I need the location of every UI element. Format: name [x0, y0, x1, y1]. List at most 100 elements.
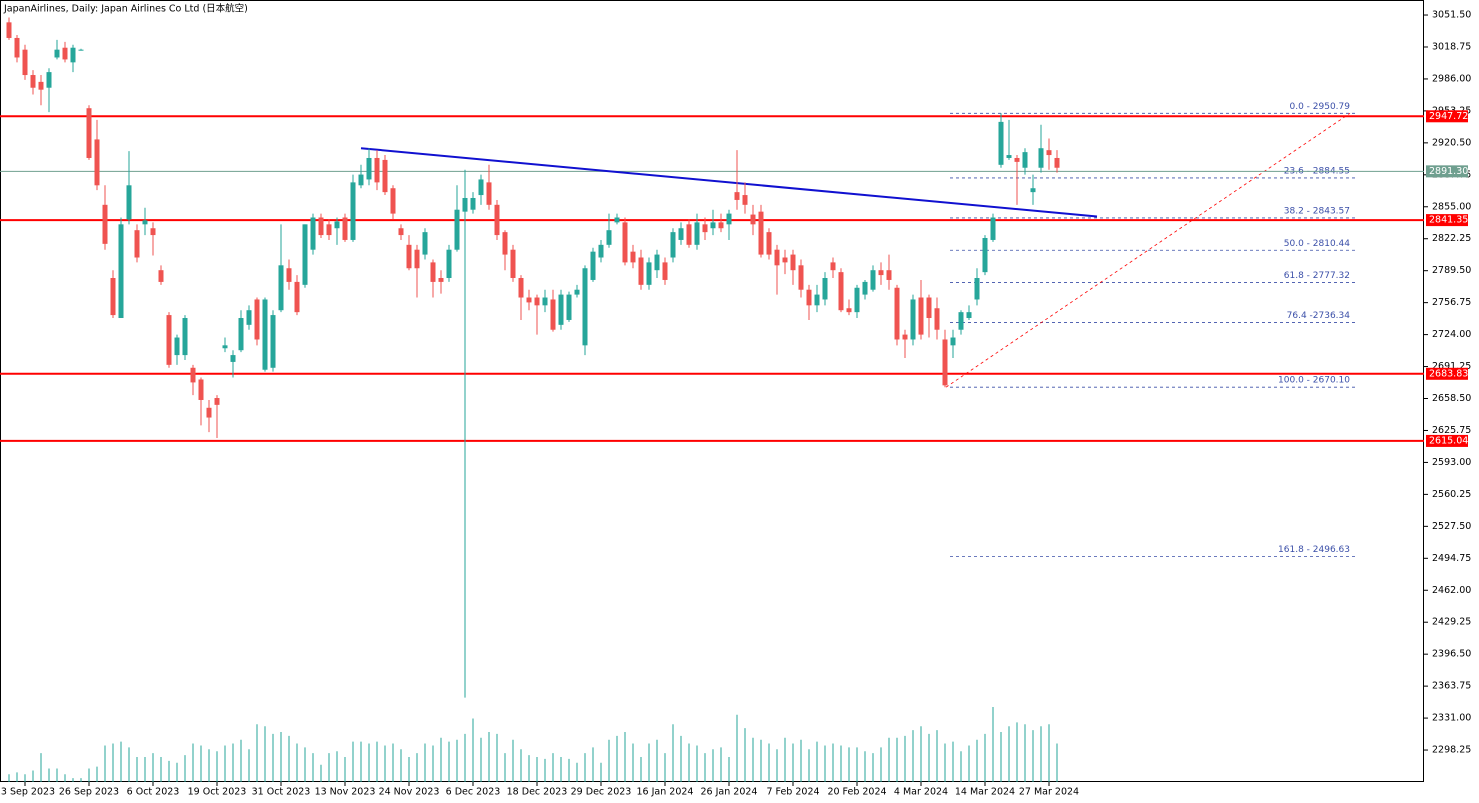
- candle-body: [982, 237, 988, 273]
- fib-label: 38.2 - 2843.57: [1284, 206, 1350, 216]
- y-tick-label: 2363.75: [1432, 681, 1471, 692]
- candle-body: [358, 174, 364, 186]
- x-tick-label: 4 Mar 2024: [894, 787, 948, 798]
- candle-body: [54, 49, 60, 58]
- x-tick-label: 13 Sep 2023: [0, 787, 55, 798]
- candle-body: [374, 157, 380, 183]
- candle-body: [750, 214, 756, 225]
- x-tick-label: 19 Oct 2023: [188, 787, 247, 798]
- candle-body: [654, 254, 660, 271]
- level-box: [1426, 214, 1468, 227]
- candle-body: [718, 222, 724, 229]
- candle-body: [86, 108, 92, 158]
- candle-body: [390, 188, 396, 214]
- candle-body: [182, 318, 188, 356]
- candle-body: [102, 204, 108, 244]
- candle-body: [526, 297, 532, 303]
- candle-body: [438, 278, 444, 282]
- x-tick-label: 24 Nov 2023: [379, 787, 440, 798]
- y-tick-label: 2789.50: [1432, 265, 1471, 276]
- y-tick-label: 2298.25: [1432, 745, 1471, 756]
- candle-body: [902, 334, 908, 340]
- fib-label: 161.8 - 2496.63: [1278, 545, 1350, 555]
- y-tick-label: 2396.50: [1432, 649, 1471, 660]
- x-tick-label: 7 Feb 2024: [766, 787, 819, 798]
- candle-body: [694, 222, 700, 245]
- y-tick-label: 2691.25: [1432, 361, 1471, 372]
- candle-body: [574, 289, 580, 295]
- x-tick-label: 27 Mar 2024: [1019, 787, 1079, 798]
- candle-body: [606, 230, 612, 245]
- level-label: 2841.35: [1429, 215, 1468, 226]
- candle-body: [510, 249, 516, 279]
- fib-label: 100.0 - 2670.10: [1278, 376, 1350, 386]
- y-tick-label: 2494.75: [1432, 553, 1471, 564]
- candle-body: [678, 228, 684, 240]
- level-label: 2891.30: [1429, 166, 1468, 177]
- candle-body: [726, 213, 732, 225]
- candle-body: [422, 232, 428, 255]
- candle-body: [934, 308, 940, 330]
- candle-body: [582, 268, 588, 346]
- candle-body: [990, 217, 996, 240]
- y-tick-label: 2462.00: [1432, 585, 1471, 596]
- y-tick-label: 2756.75: [1432, 297, 1471, 308]
- level-box: [1426, 165, 1468, 178]
- candle-body: [38, 81, 44, 90]
- candle-body: [766, 232, 772, 255]
- candle-body: [886, 270, 892, 280]
- candle-body: [46, 72, 52, 88]
- candle-body: [1022, 152, 1028, 168]
- candle-body: [302, 224, 308, 285]
- candle-body: [342, 217, 348, 240]
- candle-body: [230, 355, 236, 362]
- candle-body: [294, 281, 300, 313]
- candle-body: [550, 299, 556, 330]
- candle-body: [998, 121, 1004, 165]
- candle-body: [974, 278, 980, 300]
- candle-body: [542, 297, 548, 306]
- candle-body: [22, 49, 28, 76]
- candle-body: [1014, 157, 1020, 162]
- x-tick-label: 18 Dec 2023: [507, 787, 568, 798]
- candle-body: [254, 299, 260, 340]
- candle-body: [894, 287, 900, 340]
- candle-body: [662, 262, 668, 280]
- candle-body: [790, 254, 796, 271]
- candle-body: [318, 217, 324, 236]
- candle-body: [870, 270, 876, 290]
- candle-body: [774, 249, 780, 266]
- candle-body: [246, 310, 252, 325]
- y-tick-label: 2625.75: [1432, 425, 1471, 436]
- x-tick-label: 14 Mar 2024: [955, 787, 1015, 798]
- candle-body: [142, 220, 148, 225]
- candle-body: [150, 228, 156, 236]
- candle-body: [534, 297, 540, 306]
- candle-body: [190, 367, 196, 383]
- candle-body: [198, 379, 204, 400]
- candle-body: [598, 244, 604, 258]
- candle-body: [126, 185, 132, 220]
- candle-body: [278, 265, 284, 311]
- x-tick-label: 6 Oct 2023: [127, 787, 180, 798]
- candle-body: [486, 182, 492, 205]
- candle-body: [6, 22, 12, 38]
- x-tick-label: 20 Feb 2024: [827, 787, 886, 798]
- candle-body: [326, 224, 332, 236]
- candle-body: [110, 278, 116, 316]
- level-label: 2947.72: [1429, 111, 1468, 122]
- candle-body: [518, 278, 524, 298]
- candle-body: [406, 244, 412, 269]
- candle-body: [734, 192, 740, 200]
- candle-body: [838, 272, 844, 311]
- fib-label: 76.4 -2736.34: [1287, 311, 1351, 321]
- candle-body: [854, 287, 860, 313]
- candle-body: [758, 211, 764, 255]
- x-tick-label: 13 Nov 2023: [315, 787, 376, 798]
- candle-body: [638, 257, 644, 285]
- candle-body: [878, 270, 884, 276]
- candle-body: [782, 257, 788, 263]
- candle-body: [702, 224, 708, 233]
